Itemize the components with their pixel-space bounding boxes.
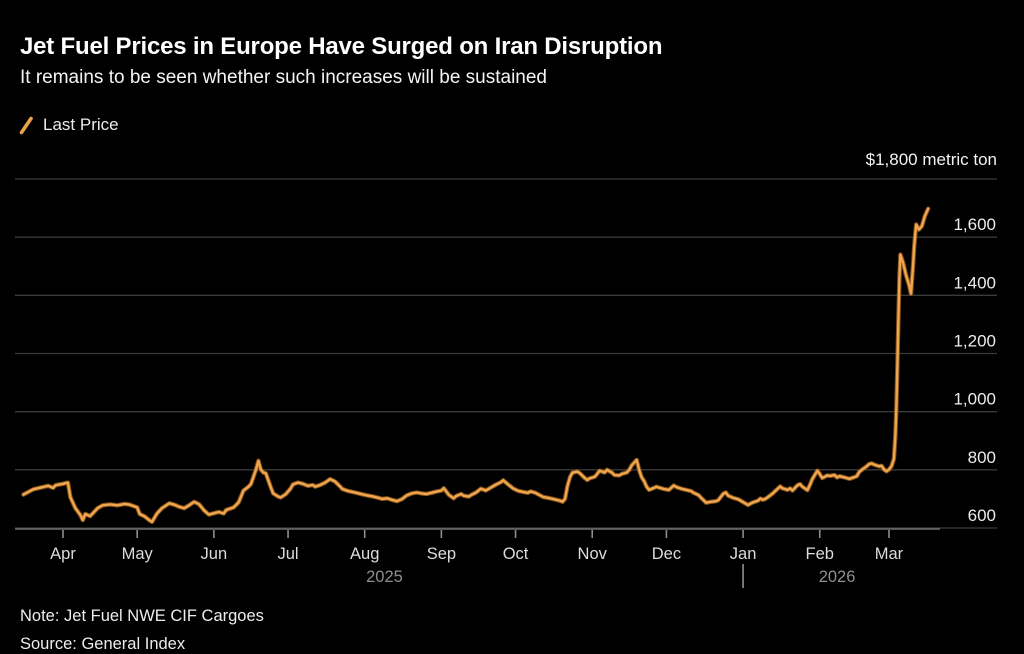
y-axis-unit-label: $1,800 metric ton	[865, 150, 997, 169]
y-axis-tick-label: 1,200	[953, 332, 996, 351]
legend: Last Price	[19, 115, 119, 135]
x-axis-month-label: Nov	[578, 545, 608, 563]
y-axis-tick-label: 600	[968, 506, 996, 525]
x-axis-month-label: May	[122, 545, 154, 563]
y-axis-tick-label: 1,000	[953, 390, 996, 409]
x-axis-month-label: Sep	[427, 545, 456, 563]
y-axis-tick-label: 1,400	[953, 273, 996, 292]
x-axis-year-label: 2026	[819, 568, 856, 586]
y-axis-tick-label: 1,600	[953, 215, 996, 234]
y-axis-tick-label: 800	[968, 448, 996, 467]
price-line	[22, 207, 930, 524]
x-axis-month-label: Apr	[50, 545, 76, 563]
chart-subtitle: It remains to be seen whether such incre…	[20, 67, 547, 88]
x-axis-month-label: Mar	[875, 545, 904, 563]
x-axis-month-label: Jul	[277, 545, 298, 563]
x-axis-month-label: Jan	[730, 545, 757, 563]
legend-label: Last Price	[43, 115, 119, 134]
x-axis-month-label: Dec	[652, 545, 681, 563]
chart-note: Note: Jet Fuel NWE CIF Cargoes	[20, 607, 264, 625]
line-series-icon	[19, 116, 33, 134]
price-line-halo	[21, 206, 931, 525]
x-axis-year-label: 2025	[366, 568, 403, 586]
x-axis-month-label: Aug	[350, 545, 379, 563]
x-axis-month-label: Oct	[503, 545, 529, 563]
chart-title: Jet Fuel Prices in Europe Have Surged on…	[20, 33, 663, 60]
x-axis-month-label: Jun	[201, 545, 228, 563]
x-axis-month-label: Feb	[806, 545, 834, 563]
chart-source: Source: General Index	[20, 635, 186, 653]
